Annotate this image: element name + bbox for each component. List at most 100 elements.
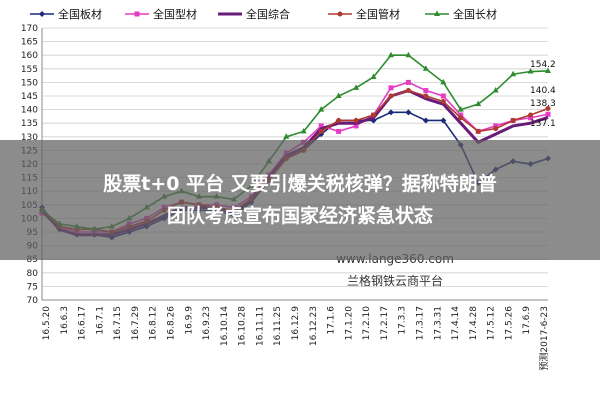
- x-tick-label: 17.2.17: [380, 306, 390, 340]
- data-point: [493, 123, 499, 129]
- y-tick-label: 85: [27, 255, 38, 265]
- news-banner: [0, 140, 600, 260]
- y-tick-label: 165: [21, 38, 38, 48]
- x-tick-label: 16.5.20: [42, 306, 52, 341]
- x-tick-label: 17.5.12: [487, 306, 497, 340]
- data-point: [422, 65, 429, 71]
- data-point: [475, 100, 482, 107]
- y-tick-label: 155: [21, 65, 38, 75]
- data-point: [387, 109, 394, 116]
- data-point: [440, 117, 447, 124]
- x-tick-label: 17.1.20: [344, 306, 354, 341]
- legend-label: 全国型材: [153, 7, 197, 21]
- legend-label: 全国管材: [356, 7, 400, 21]
- data-point: [300, 127, 307, 134]
- data-point: [371, 112, 377, 118]
- x-tick-label: 16.12.23: [309, 306, 319, 346]
- x-tick-label: 17.5.26: [504, 306, 514, 341]
- y-tick-label: 150: [21, 78, 38, 88]
- x-tick-label: 16.11.25: [273, 306, 283, 346]
- data-point: [335, 92, 342, 98]
- data-point: [405, 88, 411, 94]
- legend-label: 全国综合: [246, 7, 290, 21]
- x-tick-label: 16.6.3: [60, 306, 70, 335]
- end-value-labels: 154.2 140.4 138.3 137.1: [530, 60, 556, 129]
- x-tick-label: 16.8.12: [149, 306, 159, 340]
- data-point: [388, 93, 394, 99]
- data-point: [528, 112, 534, 118]
- data-point: [458, 112, 464, 118]
- y-tick-label: 140: [21, 106, 38, 116]
- x-tick-label: 16.6.17: [78, 306, 88, 340]
- data-point: [527, 68, 534, 74]
- y-tick-label: 80: [27, 269, 39, 279]
- y-tick-label: 135: [21, 119, 38, 129]
- data-point: [510, 117, 516, 123]
- legend: 全国板材 全国型材 全国综合 全国管材 全国长材: [30, 7, 497, 21]
- data-point: [458, 115, 464, 121]
- data-point: [283, 133, 290, 139]
- end-value-label: 154.2: [530, 60, 556, 70]
- data-point: [318, 106, 325, 112]
- data-point: [528, 115, 534, 121]
- x-tick-label: 16.7.1: [95, 306, 105, 335]
- x-tick-label: 16.10.14: [220, 306, 230, 346]
- x-tick-label: 16.12.9: [291, 306, 301, 341]
- data-point: [545, 106, 551, 112]
- y-tick-label: 145: [21, 92, 38, 102]
- data-point: [405, 51, 412, 58]
- x-tick-label: 17.1.6: [327, 306, 337, 335]
- data-point: [337, 11, 343, 17]
- data-point: [440, 78, 447, 85]
- data-point: [318, 128, 324, 134]
- data-point: [423, 88, 429, 94]
- x-tick-label: 17.3.17: [416, 306, 426, 340]
- end-value-label: 140.4: [530, 86, 556, 96]
- x-tick-label: 17.3.3: [398, 306, 408, 335]
- data-point: [388, 85, 394, 91]
- x-tick-label: 17.2.10: [362, 306, 372, 341]
- x-tick-label: 16.10.28: [238, 306, 248, 346]
- data-point: [493, 126, 499, 132]
- data-point: [370, 73, 377, 79]
- data-point: [387, 51, 394, 58]
- y-tick-label: 160: [21, 51, 38, 61]
- data-point: [510, 70, 517, 77]
- data-point: [405, 109, 412, 116]
- data-point: [318, 123, 324, 129]
- data-point: [457, 106, 464, 112]
- x-tick-label: 16.8.26: [167, 306, 177, 341]
- x-tick-label: 16.7.15: [113, 306, 123, 340]
- legend-label: 全国长材: [453, 7, 497, 21]
- x-tick-label: 16.11.11: [255, 306, 265, 346]
- data-point: [353, 123, 359, 129]
- data-point: [423, 93, 429, 99]
- data-point: [422, 117, 429, 124]
- data-point: [475, 128, 481, 134]
- data-point: [405, 79, 411, 85]
- data-point: [336, 128, 342, 134]
- end-value-label: 137.1: [530, 119, 556, 129]
- y-tick-label: 70: [27, 296, 39, 306]
- x-tick-label: 17.6.9: [522, 306, 532, 335]
- data-point: [39, 11, 45, 17]
- x-tick-label: 17.3.31: [433, 306, 443, 340]
- data-point: [134, 11, 140, 17]
- data-point: [545, 67, 551, 73]
- data-point: [440, 93, 446, 99]
- legend-label: 全国板材: [58, 7, 102, 21]
- x-tick-label: 16.7.29: [131, 306, 141, 341]
- data-point: [545, 111, 551, 117]
- data-point: [336, 117, 342, 123]
- end-value-label: 138.3: [530, 99, 556, 109]
- x-tick-label: 17.4.28: [469, 306, 479, 341]
- banner-line-2: 团队考虑宣布国家经济紧急状态: [167, 204, 433, 227]
- data-point: [492, 87, 499, 93]
- x-tick-label: 17.4.14: [451, 306, 461, 341]
- banner-line-1: 股票t+0 平台 又要引爆关税核弹？据称特朗普: [103, 172, 496, 195]
- x-tick-label: 16.9.23: [202, 306, 212, 340]
- data-point: [434, 10, 440, 16]
- x-tick-label: 16.9.9: [184, 306, 194, 335]
- y-tick-label: 170: [21, 24, 38, 34]
